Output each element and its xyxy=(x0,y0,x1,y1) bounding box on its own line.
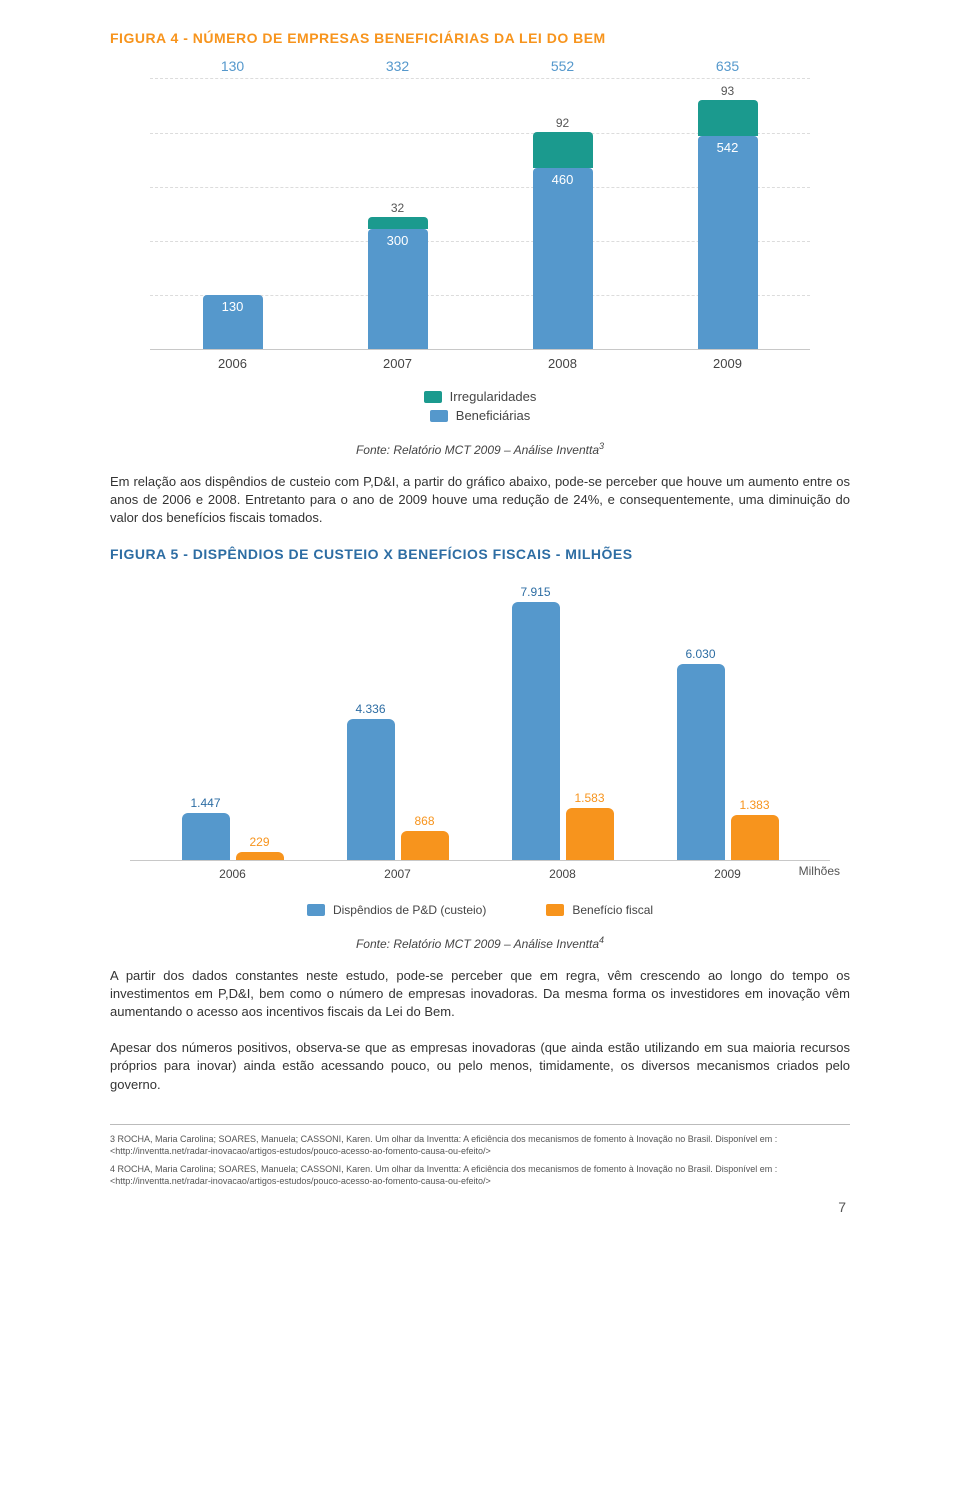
figure4-title: FIGURA 4 - NÚMERO DE EMPRESAS BENEFICIÁR… xyxy=(110,30,850,46)
fig4-bar-3: 93 542 xyxy=(645,84,810,349)
fig4-benef-seg-2: 460 xyxy=(533,168,593,349)
fig4-irreg-seg-2 xyxy=(533,132,593,167)
footnote-3: 3 ROCHA, Maria Carolina; SOARES, Manuela… xyxy=(110,1133,850,1157)
fig5-blue-bar-2: 7.915 xyxy=(512,585,560,859)
legend-swatch-benef xyxy=(430,410,448,422)
legend-swatch-irreg xyxy=(424,391,442,403)
fig5-blue-block-0 xyxy=(182,813,230,860)
legend-swatch-orange xyxy=(546,904,564,916)
fig4-irreg-label-1: 32 xyxy=(391,201,404,215)
figure5-unit: Milhões xyxy=(799,864,840,878)
fig5-group-3: 6.030 1.383 xyxy=(645,647,810,860)
paragraph-3: Apesar dos números positivos, observa-se… xyxy=(110,1039,850,1094)
fig4-total-3: 635 xyxy=(645,58,810,74)
figure5-source: Fonte: Relatório MCT 2009 – Análise Inve… xyxy=(110,935,850,951)
fig4-irreg-seg-3 xyxy=(698,100,758,136)
fig5-orange-label-0: 229 xyxy=(236,835,284,849)
paragraph-1: Em relação aos dispêndios de custeio com… xyxy=(110,473,850,528)
page-number: 7 xyxy=(110,1199,850,1215)
fig5-blue-label-0: 1.447 xyxy=(182,796,230,810)
fig5-blue-block-1 xyxy=(347,719,395,860)
fig4-irreg-seg-1 xyxy=(368,217,428,229)
figure5-title: FIGURA 5 - DISPÊNDIOS DE CUSTEIO X BENEF… xyxy=(110,546,850,562)
fig5-orange-label-2: 1.583 xyxy=(566,791,614,805)
fig4-irreg-label-3: 93 xyxy=(721,84,734,98)
fig5-blue-label-3: 6.030 xyxy=(677,647,725,661)
fig5-blue-label-1: 4.336 xyxy=(347,702,395,716)
figure4-legend: Irregularidades Beneficiárias xyxy=(150,389,810,423)
fig5-orange-bar-1: 868 xyxy=(401,814,449,859)
fig4-year-2: 2008 xyxy=(480,356,645,371)
fig4-bar-2: 92 460 xyxy=(480,116,645,349)
fig4-year-0: 2006 xyxy=(150,356,315,371)
footnotes: 3 ROCHA, Maria Carolina; SOARES, Manuela… xyxy=(110,1124,850,1188)
legend-label-orange: Benefício fiscal xyxy=(572,903,653,917)
legend-label-blue: Dispêndios de P&D (custeio) xyxy=(333,903,486,917)
fig5-group-2: 7.915 1.583 xyxy=(480,585,645,859)
fig5-group-0: 1.447 229 xyxy=(150,796,315,860)
fig4-benef-seg-3: 542 xyxy=(698,136,758,349)
fig5-blue-block-3 xyxy=(677,664,725,860)
fig5-orange-bar-3: 1.383 xyxy=(731,798,779,860)
fig5-blue-bar-0: 1.447 xyxy=(182,796,230,860)
fig4-benef-seg-1: 300 xyxy=(368,229,428,349)
legend-swatch-blue xyxy=(307,904,325,916)
fig5-year-1: 2007 xyxy=(315,867,480,881)
fig5-year-0: 2006 xyxy=(150,867,315,881)
footnote-4: 4 ROCHA, Maria Carolina; SOARES, Manuela… xyxy=(110,1163,850,1187)
fig5-year-2: 2008 xyxy=(480,867,645,881)
fig4-total-1: 332 xyxy=(315,58,480,74)
fig4-irreg-label-2: 92 xyxy=(556,116,569,130)
fig5-orange-bar-2: 1.583 xyxy=(566,791,614,859)
figure5-chart: 1.4472294.3368687.9151.5836.0301.383Milh… xyxy=(130,580,830,917)
fig5-blue-block-2 xyxy=(512,602,560,859)
fig5-blue-bar-3: 6.030 xyxy=(677,647,725,860)
fig4-year-3: 2009 xyxy=(645,356,810,371)
fig5-blue-label-2: 7.915 xyxy=(512,585,560,599)
figure4-chart: 130 332 552 635 130323009246093542 2006 … xyxy=(150,58,810,423)
fig4-bar-1: 32 300 xyxy=(315,201,480,349)
fig5-year-3: 2009 xyxy=(645,867,810,881)
fig5-orange-block-2 xyxy=(566,808,614,859)
fig5-blue-bar-1: 4.336 xyxy=(347,702,395,860)
legend-label-irreg: Irregularidades xyxy=(450,389,537,404)
figure5-legend: Dispêndios de P&D (custeio) Benefício fi… xyxy=(130,903,830,917)
fig5-orange-bar-0: 229 xyxy=(236,835,284,859)
fig4-total-2: 552 xyxy=(480,58,645,74)
fig5-group-1: 4.336 868 xyxy=(315,702,480,860)
figure4-source: Fonte: Relatório MCT 2009 – Análise Inve… xyxy=(110,441,850,457)
fig5-orange-label-3: 1.383 xyxy=(731,798,779,812)
fig5-orange-block-0 xyxy=(236,852,284,859)
fig5-orange-block-3 xyxy=(731,815,779,860)
fig4-total-0: 130 xyxy=(150,58,315,74)
fig4-year-1: 2007 xyxy=(315,356,480,371)
fig4-benef-seg-0: 130 xyxy=(203,295,263,349)
fig5-orange-block-1 xyxy=(401,831,449,859)
fig4-bar-0: 130 xyxy=(150,295,315,349)
fig5-orange-label-1: 868 xyxy=(401,814,449,828)
legend-label-benef: Beneficiárias xyxy=(456,408,530,423)
paragraph-2: A partir dos dados constantes neste estu… xyxy=(110,967,850,1022)
